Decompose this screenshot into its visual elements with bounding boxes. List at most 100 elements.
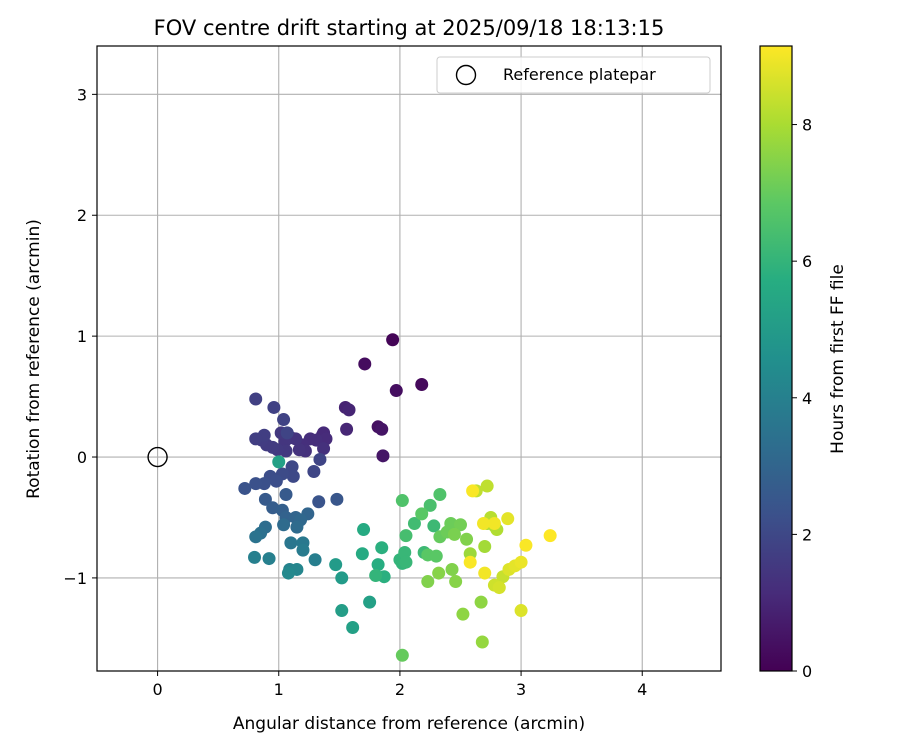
data-point (487, 517, 501, 531)
y-tick-label: 2 (77, 206, 87, 225)
colorbar-ticks: 0 2 4 6 8 (792, 116, 812, 681)
data-point (415, 377, 429, 391)
data-point (296, 543, 310, 557)
data-point (395, 648, 409, 662)
y-tick-label: 1 (77, 327, 87, 346)
colorbar-tick-label: 2 (802, 525, 812, 544)
grid (97, 46, 721, 671)
chart-title: FOV centre drift starting at 2025/09/18 … (154, 16, 665, 40)
colorbar-label: Hours from first FF file (828, 264, 848, 454)
colorbar-tick-label: 6 (802, 252, 812, 271)
data-point (399, 529, 413, 543)
colorbar-gradient (760, 46, 792, 671)
data-point (395, 494, 409, 508)
colorbar-frame (759, 45, 793, 672)
data-point (269, 474, 283, 488)
data-point (543, 529, 557, 543)
data-point (258, 492, 272, 506)
data-point (514, 604, 528, 618)
data-point (463, 555, 477, 569)
data-point (342, 403, 356, 417)
y-axis-ticks: −1 0 1 2 3 (63, 85, 97, 588)
legend-marker (455, 64, 477, 86)
data-point (249, 530, 263, 544)
data-point (313, 452, 327, 466)
data-point (329, 558, 343, 572)
data-point (357, 523, 371, 537)
data-point (478, 566, 492, 580)
data-point (249, 392, 263, 406)
colorbar-tick-label: 8 (802, 116, 812, 135)
data-point (307, 465, 321, 479)
data-point (415, 507, 429, 521)
data-point (355, 547, 369, 561)
data-point (267, 400, 281, 414)
data-point (477, 517, 491, 531)
y-tick-label: 3 (77, 85, 87, 104)
data-point (453, 518, 467, 532)
data-point (290, 520, 304, 534)
data-point (375, 541, 389, 555)
data-point (480, 479, 494, 493)
y-tick-label: −1 (63, 569, 87, 588)
data-point (286, 469, 300, 483)
data-point (292, 443, 306, 457)
y-tick-label: 0 (77, 448, 87, 467)
data-point (376, 449, 390, 463)
data-point (399, 555, 413, 569)
data-point (514, 555, 528, 569)
data-point (335, 571, 349, 585)
data-point (449, 575, 463, 589)
data-point (386, 333, 400, 347)
x-axis-ticks: 0 1 2 3 4 (152, 671, 647, 699)
data-point (407, 517, 421, 531)
data-point (445, 562, 459, 576)
x-tick-label: 2 (395, 680, 405, 699)
data-point (248, 550, 262, 564)
data-point (475, 635, 489, 649)
data-point (456, 607, 470, 621)
data-point (363, 595, 377, 609)
y-axis-label: Rotation from reference (arcmin) (24, 219, 44, 499)
legend-box (436, 56, 711, 94)
data-point (423, 498, 437, 512)
data-point (432, 566, 446, 580)
data-point (249, 432, 263, 446)
data-point (340, 422, 354, 436)
data-point (460, 532, 474, 546)
reference-platepar-marker (147, 446, 168, 468)
x-axis-label: Angular distance from reference (arcmin) (233, 714, 585, 734)
x-tick-label: 1 (274, 680, 284, 699)
legend-entry-label: Reference platepar (503, 65, 656, 84)
data-points (238, 333, 557, 662)
data-point (238, 481, 252, 495)
data-point (433, 488, 447, 502)
data-point (317, 442, 331, 456)
data-point (335, 604, 349, 618)
data-point (369, 568, 383, 582)
data-point (277, 413, 291, 427)
data-point (277, 518, 291, 532)
data-point (346, 620, 360, 634)
data-point (330, 492, 344, 506)
data-point (308, 553, 322, 567)
x-tick-label: 4 (637, 680, 647, 699)
data-point (284, 536, 298, 550)
data-point (280, 426, 294, 440)
data-point (519, 538, 533, 552)
data-point (444, 517, 458, 531)
plot-frame (96, 45, 722, 672)
colorbar-tick-label: 4 (802, 389, 812, 408)
data-point (281, 566, 295, 580)
data-point (312, 495, 326, 509)
data-point (447, 527, 461, 541)
data-point (427, 519, 441, 533)
data-point (262, 552, 276, 566)
data-point (474, 595, 488, 609)
data-point (429, 549, 443, 563)
x-tick-label: 3 (516, 680, 526, 699)
data-point (358, 357, 372, 371)
data-point (492, 581, 506, 595)
